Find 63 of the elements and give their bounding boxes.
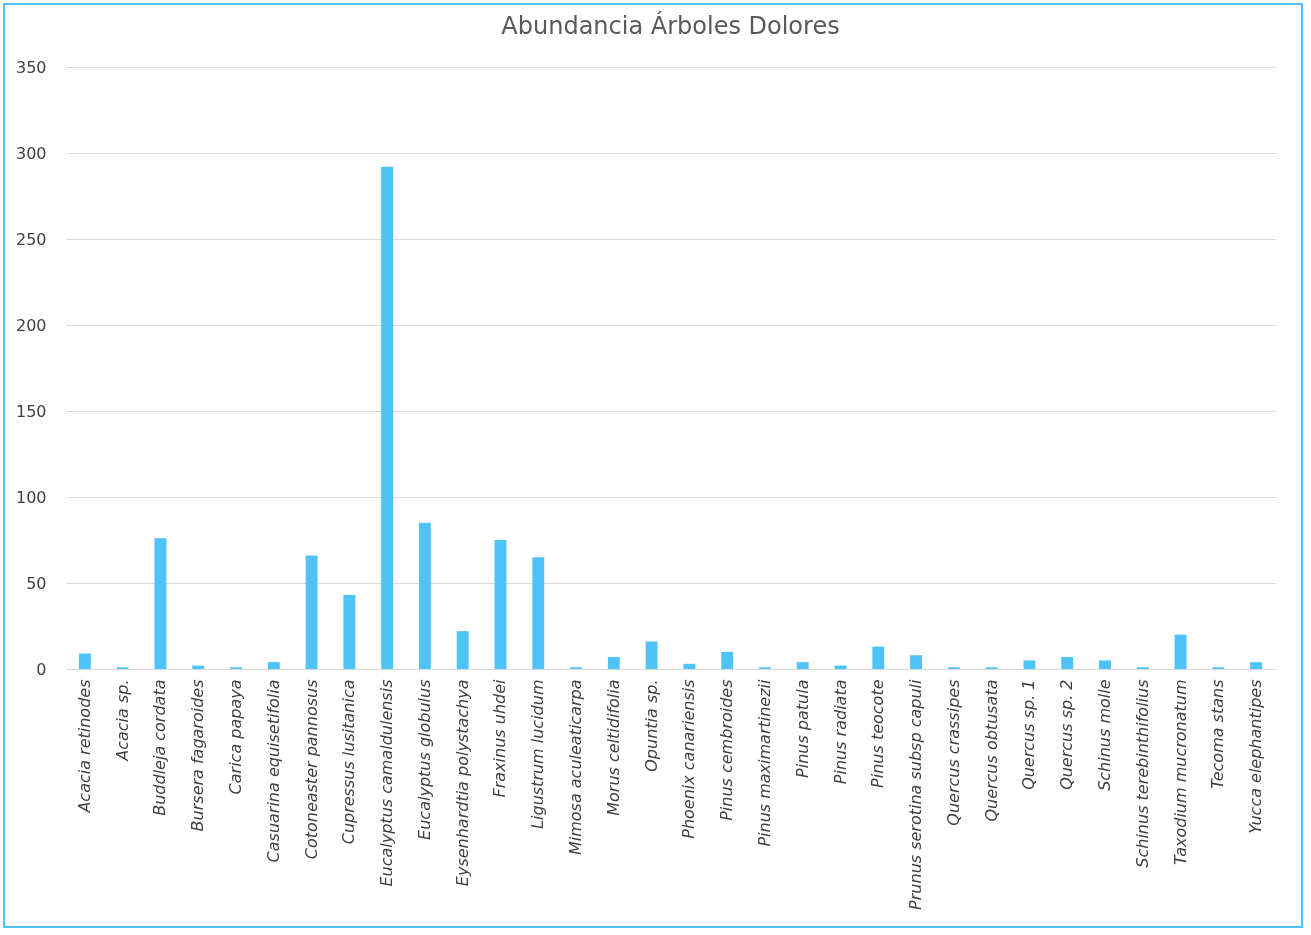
bar xyxy=(683,663,696,669)
bar xyxy=(494,540,507,669)
x-tick-label: Eucalyptus globulus xyxy=(414,679,434,840)
x-tick-label: Acacia retinodes xyxy=(74,679,94,814)
x-tick-label: Eysenhardtia polystachya xyxy=(452,679,472,887)
x-tick-label: Pinus maximartinezii xyxy=(754,678,774,847)
x-tick-label: Bursera fagaroides xyxy=(188,679,208,832)
y-tick-label: 0 xyxy=(36,659,47,679)
bar xyxy=(267,662,280,669)
x-tick-label: Buddleja cordata xyxy=(150,679,170,816)
x-tick-label: Ligustrum lucidum xyxy=(528,679,548,829)
bar xyxy=(1099,660,1111,669)
x-tick-label: Schinus molle xyxy=(1094,679,1114,791)
x-tick-label: Pinus radiata xyxy=(830,679,850,785)
x-tick-label: Yucca elephantipes xyxy=(1246,679,1266,834)
x-tick-label: Prunus serotina subsp capuli xyxy=(906,678,926,910)
bar xyxy=(721,651,734,669)
y-tick-label: 300 xyxy=(15,143,47,163)
x-tick-label: Opuntia sp. xyxy=(641,679,661,772)
x-tick-label: Taxodium mucronatum xyxy=(1170,679,1190,865)
bar xyxy=(607,656,620,669)
x-tick-label: Acacia sp. xyxy=(112,679,132,762)
x-tick-label: Schinus terebinthifolius xyxy=(1132,679,1152,868)
x-tick-label: Pinus teocote xyxy=(868,679,888,788)
bar xyxy=(1023,660,1036,669)
y-tick-label: 150 xyxy=(15,401,47,421)
bar xyxy=(78,653,91,669)
bar xyxy=(1174,634,1187,669)
bar xyxy=(532,557,545,669)
x-tick-label: Phoenix canariensis xyxy=(679,679,699,839)
x-tick-label: Quercus crassipes xyxy=(943,679,963,826)
bar xyxy=(456,631,469,669)
x-tick-label: Tecoma stans xyxy=(1208,679,1228,790)
bar xyxy=(418,522,431,669)
x-tick-label: Fraxinus uhdei xyxy=(490,678,510,798)
x-tick-label: Quercus obtusata xyxy=(981,679,1001,822)
bar xyxy=(796,662,809,669)
bar xyxy=(910,655,923,669)
y-tick-label: 200 xyxy=(15,315,47,335)
x-tick-label: Cotoneaster pannosus xyxy=(301,679,321,860)
bar xyxy=(381,166,394,669)
chart-title: Abundancia Árboles Dolores xyxy=(501,11,840,40)
x-tick-label: Morus celtidifolia xyxy=(603,679,623,816)
y-tick-label: 100 xyxy=(15,487,47,507)
bar xyxy=(872,646,885,669)
x-tick-label: Carica papaya xyxy=(226,679,246,795)
y-tick-label: 50 xyxy=(26,573,47,593)
x-tick-label: Pinus patula xyxy=(792,679,812,778)
x-tick-label: Casuarina equisetifolia xyxy=(263,679,283,863)
bar xyxy=(305,555,318,669)
x-tick-label: Eucalyptus camaldulensis xyxy=(377,679,397,887)
x-tick-label: Quercus sp. 2 xyxy=(1057,679,1077,790)
x-tick-label: Cupressus lusitanica xyxy=(339,679,359,845)
y-tick-label: 250 xyxy=(15,229,47,249)
bar xyxy=(343,595,356,669)
bar xyxy=(645,641,658,669)
y-tick-label: 350 xyxy=(15,57,47,77)
x-tick-label: Mimosa aculeaticarpa xyxy=(566,679,586,856)
bar xyxy=(154,538,167,669)
bar xyxy=(1061,656,1074,669)
x-tick-label: Quercus sp. 1 xyxy=(1019,679,1039,790)
x-tick-label: Pinus cembroides xyxy=(717,679,737,821)
bar xyxy=(1250,662,1263,669)
